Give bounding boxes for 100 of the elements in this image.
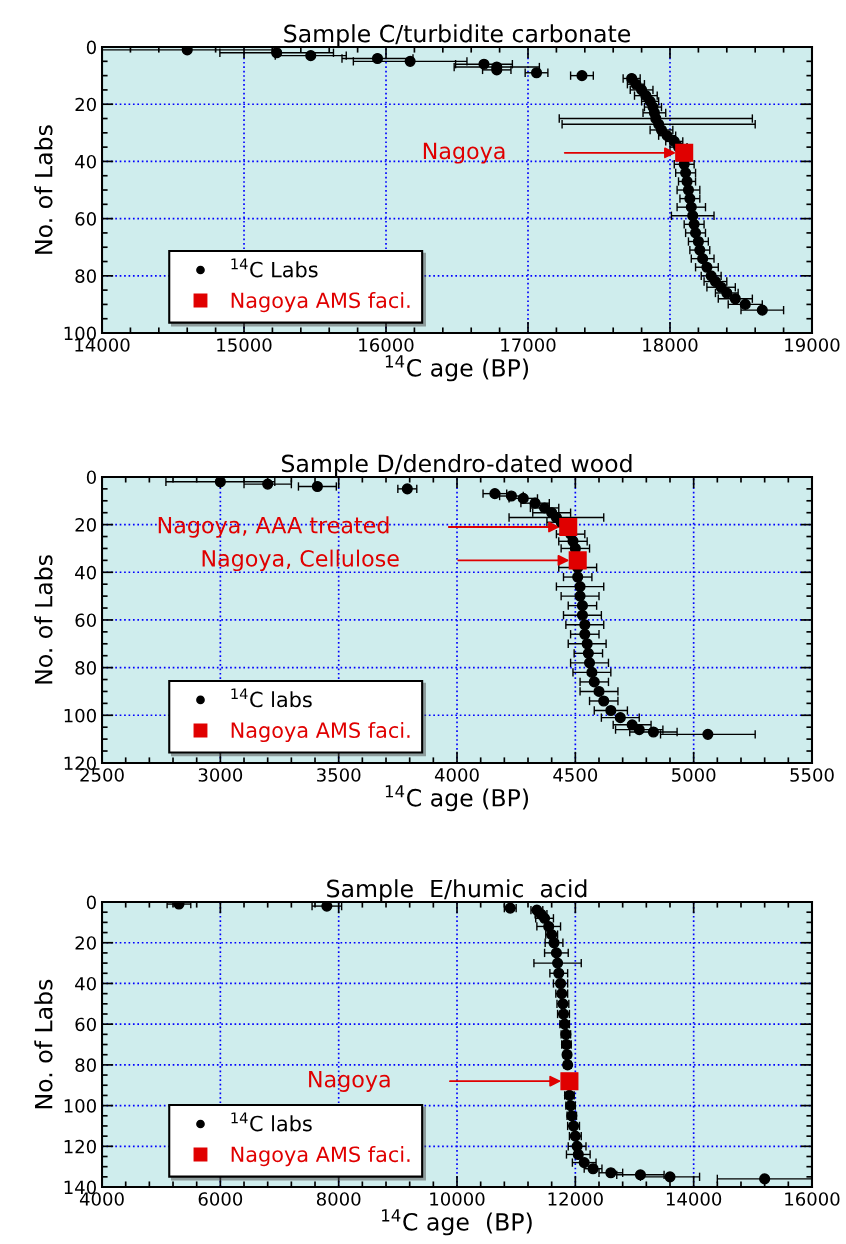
- point: [634, 1169, 646, 1181]
- y-tick-label: 20: [75, 518, 96, 532]
- x-tick-label: 16000: [359, 338, 414, 352]
- y-tick-label: 120: [64, 756, 96, 771]
- legend-label: $^{14}$C Labs: [231, 258, 318, 278]
- point: [478, 58, 490, 70]
- point: [605, 1167, 617, 1179]
- y-tick-label: 0: [86, 895, 96, 910]
- point: [579, 628, 591, 640]
- point: [548, 937, 560, 949]
- y-tick-label: 80: [75, 269, 96, 283]
- chart-title: Sample C/turbidite carbonate: [284, 24, 631, 48]
- point: [576, 70, 588, 82]
- point: [598, 695, 610, 707]
- x-tick-label: 14000: [666, 1192, 722, 1206]
- point: [581, 638, 593, 650]
- point: [576, 609, 588, 621]
- point: [633, 724, 645, 736]
- point: [661, 130, 673, 142]
- point: [560, 1072, 579, 1091]
- x-tick-label: 2500: [80, 768, 124, 782]
- x-tick-label: 8000: [316, 1192, 361, 1206]
- point: [574, 581, 586, 593]
- point: [588, 676, 600, 688]
- point: [321, 902, 333, 912]
- x-axis-title: $^{14}$C age (BP): [385, 785, 529, 812]
- y-tick-label: 40: [75, 565, 96, 580]
- legend-label: $^{14}$C labs: [231, 1112, 312, 1132]
- point: [529, 497, 541, 509]
- point: [756, 304, 768, 316]
- x-tick-label: 3000: [198, 768, 243, 782]
- point: [578, 1157, 590, 1169]
- point: [605, 704, 617, 717]
- point: [371, 52, 384, 65]
- chart-title: Sample D/dendro-dated wood: [281, 454, 632, 477]
- x-tick-label: 6000: [198, 1192, 243, 1206]
- point: [181, 47, 193, 56]
- legend-label: $^{14}$C labs: [231, 688, 312, 708]
- x-tick-label: 15000: [217, 338, 272, 352]
- point: [550, 947, 562, 959]
- point: [759, 1173, 771, 1185]
- point: [553, 967, 565, 979]
- point: [697, 253, 709, 265]
- x-tick-label: 16000: [785, 1192, 840, 1206]
- point: [729, 293, 741, 305]
- x-tick-label: 4000: [434, 768, 479, 782]
- y-tick-label: 60: [75, 613, 96, 628]
- legend-label: Nagoya AMS faci.: [231, 1146, 410, 1167]
- y-tick-label: 100: [64, 1099, 96, 1113]
- x-tick-label: 18000: [643, 338, 698, 352]
- x-tick-label: 17000: [501, 338, 556, 352]
- annotation: Nagoya: [309, 1071, 390, 1092]
- point: [568, 551, 587, 570]
- y-tick-label: 40: [75, 976, 96, 991]
- point: [739, 298, 751, 310]
- legend-label: Nagoya AMS faci.: [231, 292, 410, 313]
- point: [690, 227, 702, 239]
- point: [552, 957, 564, 969]
- x-tick-label: 12000: [548, 1192, 603, 1206]
- point: [576, 600, 588, 612]
- y-tick-label: 120: [64, 1139, 96, 1154]
- chart-title: Sample E/humic acid: [327, 879, 587, 903]
- y-tick-label: 80: [75, 661, 96, 675]
- point: [262, 478, 274, 490]
- x-tick-label: 3500: [317, 768, 361, 782]
- point: [311, 480, 323, 493]
- y-tick-label: 80: [75, 1058, 96, 1072]
- annotation: Nagoya, Cellulose: [202, 549, 399, 572]
- point: [583, 657, 596, 669]
- y-tick-label: 0: [86, 470, 96, 485]
- y-tick-label: 60: [75, 212, 96, 226]
- point: [305, 50, 317, 62]
- point: [587, 1163, 599, 1175]
- y-tick-label: 100: [64, 708, 96, 723]
- x-tick-label: 4500: [553, 768, 598, 782]
- point: [530, 67, 543, 79]
- x-axis-title: $^{14}$C age (BP): [385, 355, 529, 382]
- x-axis-title: $^{14}$C age (BP): [382, 1209, 532, 1236]
- y-axis-title: No. of Labs: [34, 555, 53, 684]
- point: [572, 571, 584, 583]
- y-tick-label: 0: [86, 40, 96, 55]
- x-tick-label: 5000: [672, 768, 716, 782]
- point: [721, 287, 733, 299]
- point: [702, 728, 714, 740]
- point: [586, 666, 598, 678]
- point: [582, 647, 594, 659]
- point: [574, 590, 586, 602]
- y-tick-label: 20: [75, 936, 96, 950]
- y-tick-label: 60: [75, 1017, 96, 1032]
- x-tick-label: 5500: [790, 768, 834, 782]
- annotation: Nagoya: [423, 142, 505, 164]
- point: [680, 167, 692, 179]
- legend-label: Nagoya AMS faci.: [231, 721, 410, 743]
- point: [489, 488, 501, 500]
- point: [539, 912, 551, 924]
- point: [614, 712, 626, 724]
- point: [593, 685, 605, 698]
- x-tick-label: 10000: [430, 1192, 485, 1206]
- point: [579, 619, 591, 631]
- point: [692, 235, 704, 248]
